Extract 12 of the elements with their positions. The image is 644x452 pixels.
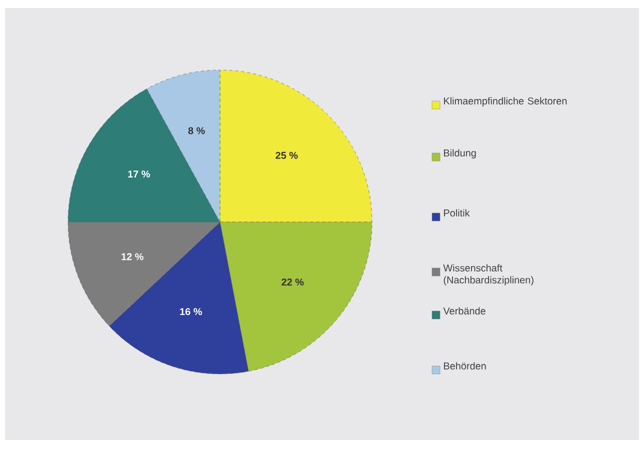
legend-label: Klimaempfindliche Sektoren: [444, 97, 567, 106]
data-label: 17 %: [128, 170, 150, 178]
data-label: 8 %: [188, 127, 205, 134]
legend-label: Politik: [444, 209, 470, 217]
data-label: 12 %: [122, 253, 144, 260]
data-label: 16 %: [180, 308, 202, 316]
legend-label: Bildung: [444, 149, 476, 158]
legend-label: Behörden: [444, 362, 486, 370]
data-label: 22 %: [282, 278, 304, 286]
legend-label: Verbände: [443, 307, 486, 315]
legend-label: Wissenschaft (Nachbardisziplinen): [443, 264, 534, 286]
data-label: 25 %: [276, 152, 298, 159]
